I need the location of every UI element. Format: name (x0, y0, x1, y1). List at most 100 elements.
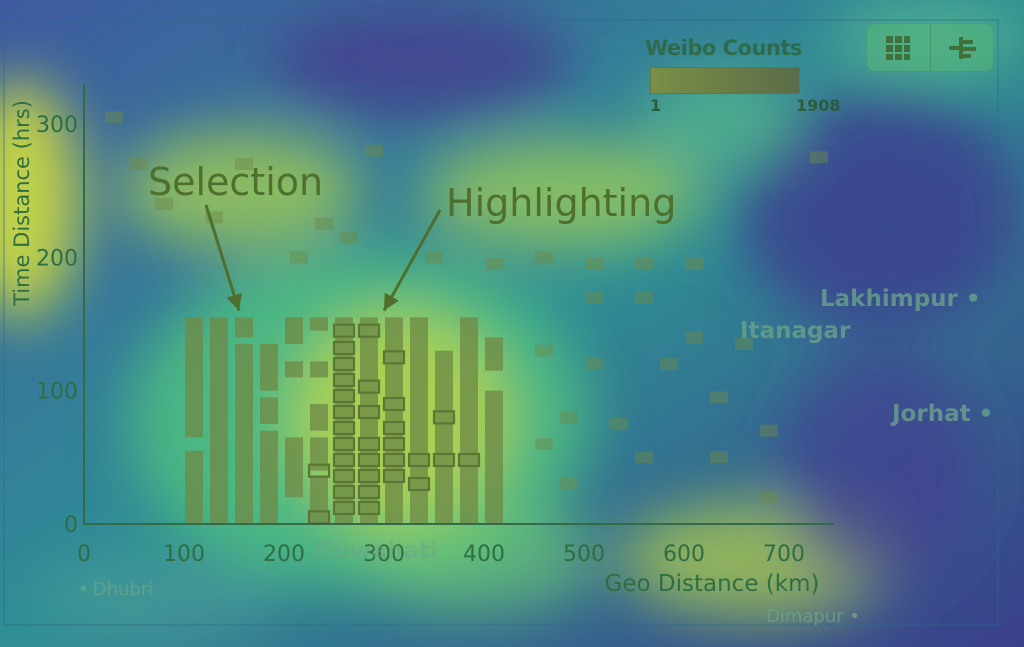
annotation-arrow-line (382, 209, 442, 312)
highlight-cell (332, 468, 356, 484)
highlight-cell (357, 379, 381, 394)
highlight-cell (357, 323, 381, 338)
highlight-cell (307, 463, 331, 478)
map-label-dhubri: Dhubri (78, 579, 154, 600)
x-tick-label: 700 (763, 542, 805, 567)
bar (260, 344, 278, 391)
bar (485, 337, 503, 371)
bar (235, 317, 253, 338)
bar (435, 350, 453, 524)
highlight-cell (332, 340, 356, 356)
bar (260, 397, 278, 424)
highlight-cell (382, 436, 406, 452)
background-cell (635, 258, 653, 270)
bar (285, 317, 303, 344)
bar (235, 344, 253, 524)
bar (360, 317, 378, 524)
highlight-cell (382, 350, 406, 365)
background-cell (660, 358, 678, 370)
legend-color-scale (650, 67, 800, 94)
bar (310, 361, 328, 378)
chart-axes: 0 100 200 300 400 500 600 700 0 100 200 300 Geo Di… (10, 84, 834, 597)
map-label-jorhat: Jorhat (892, 401, 993, 427)
background-cell (340, 231, 358, 244)
bar (310, 404, 328, 431)
background-cell (535, 438, 553, 450)
background-cell (685, 258, 703, 270)
x-tick-label: 0 (77, 542, 91, 567)
bar (285, 437, 303, 498)
background-cell (130, 158, 148, 170)
bar (410, 317, 428, 524)
bar (310, 477, 328, 524)
bar (385, 317, 403, 524)
background-cell (315, 218, 333, 230)
background-cell (290, 251, 308, 264)
bar (310, 437, 328, 471)
background-cell (760, 424, 778, 437)
background-cell (610, 418, 628, 430)
background-cell (585, 358, 603, 370)
annotation-arrows (204, 204, 442, 312)
x-tick-label: 400 (463, 542, 505, 567)
highlight-cell (357, 484, 381, 500)
highlight-cell (357, 500, 381, 516)
background-cell (235, 158, 253, 170)
highlight-cell (332, 452, 356, 468)
highlight-cell (357, 436, 381, 452)
bar (310, 317, 328, 331)
annotation-selection: Selection (148, 160, 323, 204)
highlight-cell (357, 404, 381, 420)
bar (260, 430, 278, 524)
bar (185, 450, 203, 524)
highlight-cell (382, 420, 406, 436)
annotation-arrow-line (204, 204, 241, 312)
highlight-cell (457, 452, 481, 468)
highlight-cell (332, 356, 356, 372)
highlight-cell (332, 372, 356, 388)
background-cell (685, 331, 703, 344)
background-cell (585, 258, 603, 270)
map-label-itanagar: Itanagar (740, 318, 851, 344)
highlight-cell (407, 452, 431, 468)
highlight-cell (332, 500, 356, 516)
map-label-guwahati: Guwahati (315, 538, 438, 564)
grid-view-button[interactable] (867, 24, 930, 71)
legend-min-value: 1 (650, 96, 662, 115)
tree-view-button[interactable] (929, 24, 994, 71)
background-cell (535, 251, 553, 264)
y-tick-label: 100 (36, 380, 78, 405)
highlighted-cells (307, 323, 481, 525)
highlight-cell (407, 476, 431, 492)
background-cell (760, 491, 778, 504)
background-cell (585, 291, 603, 304)
background-cell (365, 144, 383, 157)
view-toolbar (867, 24, 993, 71)
bar (185, 317, 203, 438)
x-tick-label: 500 (563, 542, 605, 567)
x-tick-label: 100 (163, 542, 205, 567)
bar-series (185, 317, 503, 524)
y-tick-labels: 0 100 200 300 (36, 113, 78, 538)
background-cell (105, 111, 123, 124)
highlight-cell (357, 468, 381, 484)
x-axis-label: Geo Distance (km) (605, 571, 820, 597)
highlight-cell (332, 436, 356, 452)
y-tick-label: 300 (36, 113, 78, 138)
highlight-cell (357, 452, 381, 468)
bar (210, 317, 228, 524)
background-cell (635, 451, 653, 464)
annotation-arrow-head (384, 292, 399, 311)
x-tick-label: 200 (263, 542, 305, 567)
legend-title: Weibo Counts (645, 36, 802, 60)
highlight-cell (332, 323, 356, 338)
highlight-cell (332, 404, 356, 420)
bar (285, 361, 303, 378)
highlight-cell (382, 468, 406, 484)
highlight-cell (432, 410, 456, 425)
annotation-highlighting: Highlighting (446, 181, 676, 225)
background-cell (710, 391, 728, 404)
map-label-dimapur: Dimapur (766, 606, 860, 627)
annotations: Selection Highlighting (148, 160, 676, 312)
